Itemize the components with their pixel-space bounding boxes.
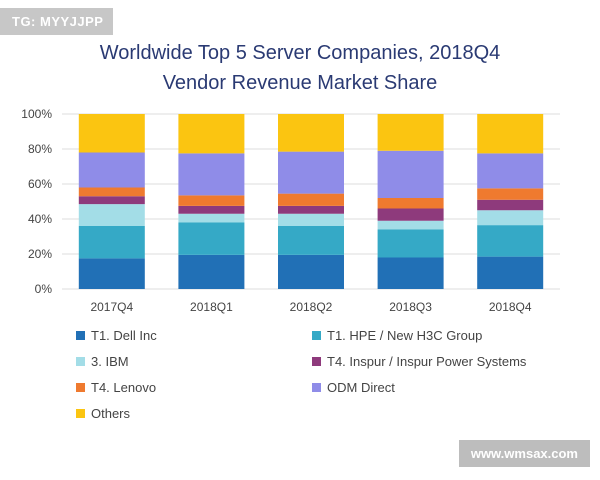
bar-segment — [377, 220, 444, 230]
bar-segment — [477, 225, 544, 257]
y-tick-label: 100% — [21, 107, 52, 121]
watermark-bottom-right: www.wmsax.com — [458, 440, 590, 467]
bar-segment — [278, 151, 344, 194]
legend-label: T1. Dell Inc — [91, 327, 157, 343]
legend-label: T4. Lenovo — [91, 379, 157, 395]
legend-label: T4. Inspur / Inspur Power Systems — [327, 353, 527, 369]
legend-item: T4. Inspur / Inspur Power Systems — [312, 353, 576, 369]
bar-segment — [278, 114, 344, 152]
bar-segment — [78, 152, 145, 188]
bar-segment — [377, 114, 444, 151]
bar-segment — [477, 210, 544, 226]
legend-label: Others — [91, 405, 131, 421]
bar-segment — [78, 114, 145, 153]
legend-item: T1. HPE / New H3C Group — [312, 327, 576, 343]
legend-swatch — [312, 382, 321, 392]
bar-segment — [477, 153, 544, 189]
bar-segment — [377, 257, 444, 289]
legend-item: Others — [76, 405, 312, 421]
legend-swatch — [312, 330, 321, 340]
bar-segment — [377, 198, 444, 209]
legend-swatch — [76, 356, 85, 366]
bar-segment — [178, 114, 245, 154]
bar-segment — [178, 205, 245, 214]
bar-segment — [178, 222, 245, 255]
bar-segment — [178, 153, 245, 196]
x-tick-label: 2018Q4 — [489, 300, 532, 314]
bar-segment — [278, 213, 344, 226]
bar-segment — [178, 254, 245, 289]
bar-segment — [78, 187, 145, 197]
bar-segment — [377, 229, 444, 258]
watermark-top-left: TG: MYYJJPP — [0, 8, 114, 35]
legend-swatch — [76, 408, 85, 418]
y-tick-label: 0% — [35, 282, 53, 296]
legend-item: T4. Lenovo — [76, 379, 312, 395]
bar-segment — [278, 205, 344, 214]
x-tick-label: 2018Q2 — [290, 300, 333, 314]
bar-segment — [178, 195, 245, 206]
bar-segment — [377, 150, 444, 198]
x-tick-label: 2018Q3 — [389, 300, 432, 314]
y-tick-label: 20% — [28, 247, 52, 261]
bar-segment — [278, 193, 344, 206]
stacked-bar-chart: 0% 20% 40% 60% 80% 100% 2017Q4 2018Q1 2018Q2 2018… — [21, 107, 560, 314]
y-tick-label: 60% — [28, 177, 52, 191]
bar-segment — [477, 256, 544, 289]
bar-segment — [78, 258, 145, 289]
legend-swatch — [76, 382, 85, 392]
legend-item: T1. Dell Inc — [76, 327, 312, 343]
y-tick-label: 40% — [28, 212, 52, 226]
chart-title: Worldwide Top 5 Server Companies, 2018Q4… — [0, 38, 600, 98]
bar-segment — [78, 204, 145, 226]
bar-segment — [278, 254, 344, 289]
bar-segment — [477, 199, 544, 211]
legend-swatch — [312, 356, 321, 366]
legend-label: T1. HPE / New H3C Group — [327, 327, 483, 343]
x-tick-label: 2017Q4 — [90, 300, 133, 314]
bar-segment — [477, 188, 544, 200]
bar-segment — [78, 196, 145, 205]
legend-item: ODM Direct — [312, 379, 576, 395]
x-tick-label: 2018Q1 — [190, 300, 233, 314]
bar-segment — [377, 208, 444, 221]
legend-item: 3. IBM — [76, 353, 312, 369]
bar-segment — [78, 226, 145, 259]
bar-segment — [178, 213, 245, 223]
bar-segment — [477, 114, 544, 154]
chart-legend: T1. Dell Inc T1. HPE / New H3C Group 3. IB… — [76, 327, 576, 421]
legend-swatch — [76, 330, 85, 340]
chart-title-line-2: Vendor Revenue Market Share — [162, 72, 438, 94]
y-tick-label: 80% — [28, 142, 52, 156]
legend-label: 3. IBM — [91, 353, 129, 369]
chart-title-line-1: Worldwide Top 5 Server Companies, 2018Q4 — [99, 42, 501, 64]
bar-segment — [278, 226, 344, 255]
legend-label: ODM Direct — [327, 379, 395, 395]
